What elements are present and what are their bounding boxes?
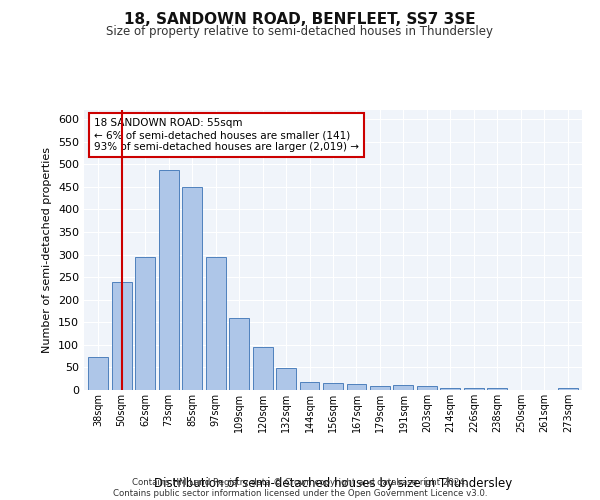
Bar (182, 187, 202, 390)
Bar (276, 368, 296, 390)
Bar (487, 388, 508, 390)
Bar (135, 257, 155, 390)
Bar (558, 388, 578, 390)
Bar (440, 388, 460, 390)
Bar (370, 386, 390, 390)
Bar (158, 170, 179, 390)
Y-axis label: Number of semi-detached properties: Number of semi-detached properties (43, 147, 52, 353)
Bar (347, 384, 367, 390)
Text: Size of property relative to semi-detached houses in Thundersley: Size of property relative to semi-detach… (107, 25, 493, 38)
Text: 18, SANDOWN ROAD, BENFLEET, SS7 3SE: 18, SANDOWN ROAD, BENFLEET, SS7 3SE (124, 12, 476, 28)
Bar (299, 382, 319, 390)
Bar (417, 386, 437, 390)
X-axis label: Distribution of semi-detached houses by size in Thundersley: Distribution of semi-detached houses by … (154, 476, 512, 490)
Bar (88, 358, 108, 390)
Bar (253, 347, 272, 390)
Bar (464, 388, 484, 390)
Text: Contains HM Land Registry data © Crown copyright and database right 2024.
Contai: Contains HM Land Registry data © Crown c… (113, 478, 487, 498)
Bar (323, 383, 343, 390)
Bar (229, 318, 249, 390)
Bar (206, 257, 226, 390)
Text: 18 SANDOWN ROAD: 55sqm
← 6% of semi-detached houses are smaller (141)
93% of sem: 18 SANDOWN ROAD: 55sqm ← 6% of semi-deta… (94, 118, 359, 152)
Bar (112, 282, 131, 390)
Bar (394, 386, 413, 390)
